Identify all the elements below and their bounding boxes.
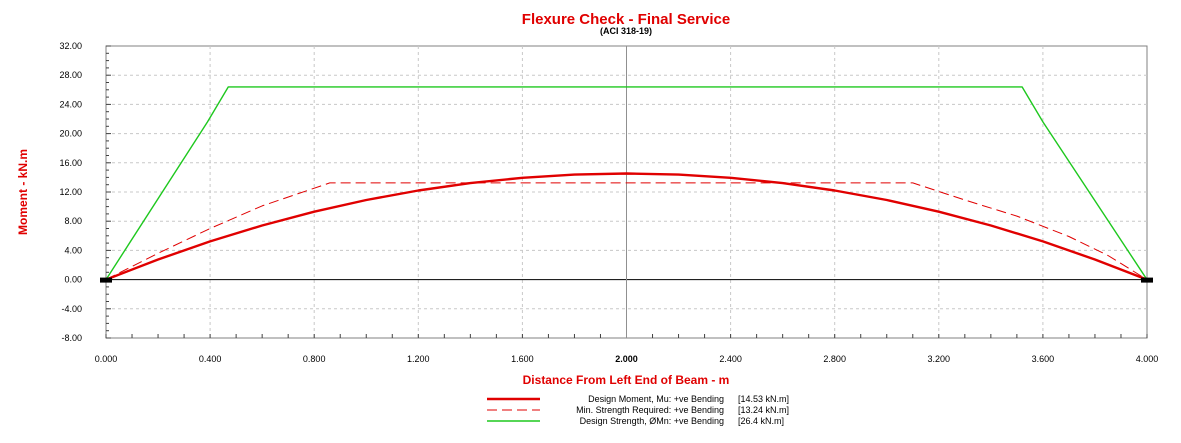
series-line-design-strength — [105, 86, 1148, 280]
x-tick-label: 2.800 — [823, 354, 846, 364]
y-tick-label: 32.00 — [59, 41, 82, 51]
y-tick-label: 8.00 — [64, 216, 82, 226]
x-tick-label: 1.200 — [407, 354, 430, 364]
y-tick-label: -8.00 — [61, 333, 82, 343]
y-tick-label: 28.00 — [59, 70, 82, 80]
series-line-design-moment — [105, 172, 1148, 281]
legend-label: Min. Strength Required: +ve Bending — [576, 405, 724, 415]
y-tick-label: 24.00 — [59, 99, 82, 109]
legend-label: Design Moment, Mu: +ve Bending — [588, 394, 724, 404]
y-tick-label: 20.00 — [59, 129, 82, 139]
x-tick-label: 1.600 — [511, 354, 534, 364]
x-tick-label: 3.600 — [1032, 354, 1055, 364]
y-tick-label: 0.00 — [64, 275, 82, 285]
y-tick-label: 12.00 — [59, 187, 82, 197]
y-tick-label: 16.00 — [59, 158, 82, 168]
y-tick-label: 4.00 — [64, 245, 82, 255]
plot-area — [100, 45, 1153, 339]
legend: Design Moment, Mu: +ve Bending [14.53 kN.… — [487, 394, 789, 426]
series-group — [105, 86, 1148, 281]
x-tick-label: 0.000 — [95, 354, 118, 364]
minor-ticks — [105, 45, 1148, 339]
supports — [100, 277, 1153, 283]
y-tick-labels: 32.00 28.00 24.00 20.00 16.00 12.00 8.00 4.00 0.… — [59, 41, 82, 343]
legend-value: [13.24 kN.m] — [738, 405, 789, 415]
legend-label: Design Strength, ØMn: +ve Bending — [580, 416, 724, 426]
y-axis-label: Moment - kN.m — [16, 149, 30, 235]
legend-value: [14.53 kN.m] — [738, 394, 789, 404]
support-left — [100, 277, 112, 283]
x-tick-labels: 0.000 0.400 0.800 1.200 1.600 2.000 2.400 2.800… — [95, 354, 1159, 364]
x-tick-label: 0.400 — [199, 354, 222, 364]
x-tick-label: 2.400 — [719, 354, 742, 364]
x-tick-label: 0.800 — [303, 354, 326, 364]
x-tick-label: 3.200 — [928, 354, 951, 364]
x-axis-label: Distance From Left End of Beam - m — [523, 373, 730, 387]
chart-title: Flexure Check - Final Service — [522, 11, 730, 28]
legend-value: [26.4 kN.m] — [738, 416, 784, 426]
x-tick-label: 2.000 — [615, 354, 638, 364]
support-right — [1141, 277, 1153, 283]
y-tick-label: -4.00 — [61, 304, 82, 314]
x-tick-label: 4.000 — [1136, 354, 1159, 364]
chart-subtitle: (ACI 318-19) — [600, 26, 652, 36]
series-line-min-strength-required — [105, 182, 1148, 281]
